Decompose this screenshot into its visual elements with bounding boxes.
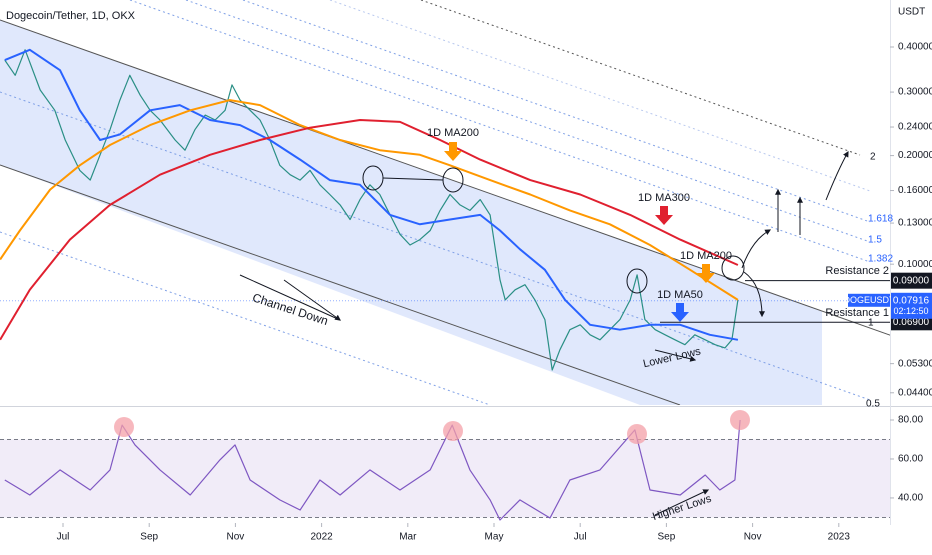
drawings xyxy=(239,150,849,516)
arrow-ma50 xyxy=(671,303,689,322)
arrow xyxy=(654,349,697,362)
rsi-circle xyxy=(730,410,750,430)
arrow-ma200 xyxy=(697,264,715,283)
y-tick-label: 0.05300 xyxy=(898,358,932,369)
channel-lower xyxy=(0,164,681,405)
x-tick-label: Mar xyxy=(399,532,417,543)
arrow xyxy=(283,279,341,321)
x-tick-label: 2022 xyxy=(310,532,333,543)
arrow xyxy=(743,271,765,318)
rsi-circle xyxy=(627,424,647,444)
annotation: 2 xyxy=(870,152,876,163)
y-tick-label: 0.30000 xyxy=(898,87,932,98)
x-tick-label: Sep xyxy=(140,532,158,543)
x-tick-label: Nov xyxy=(227,532,245,543)
level-label: 0.09000 xyxy=(893,275,930,286)
rsi-highlights xyxy=(114,410,750,444)
fib-line xyxy=(0,231,491,405)
fib-line xyxy=(329,0,871,192)
fib-05 xyxy=(0,91,871,401)
symbol-label: DOGEUSDT xyxy=(843,295,895,305)
annotation: 1D MA200 xyxy=(427,127,479,139)
fib-1382 xyxy=(129,0,871,263)
channel-upper xyxy=(0,19,890,336)
arrow xyxy=(741,229,772,269)
x-tick-label: Jul xyxy=(57,532,70,543)
y-tick-label: 0.04400 xyxy=(898,387,932,398)
circle xyxy=(626,268,648,294)
annotation: Resistance 2 xyxy=(825,265,889,277)
rsi-circle xyxy=(443,421,463,441)
rsi-band-fill xyxy=(0,439,890,518)
annotation: 1 xyxy=(868,318,874,329)
y-tick-label: 0.16000 xyxy=(898,185,932,196)
x-tick-label: 2023 xyxy=(828,532,851,543)
annotation: 1D MA300 xyxy=(638,192,690,204)
series-line xyxy=(4,48,739,341)
annotation: 1D MA200 xyxy=(680,250,732,262)
chart-title: Dogecoin/Tether, 1D, OKX xyxy=(6,10,136,22)
x-tick-label: May xyxy=(485,532,504,543)
symbol-box xyxy=(848,293,890,307)
countdown-label: 02:12:50 xyxy=(893,306,928,316)
fib-1618 xyxy=(242,0,871,223)
series-line xyxy=(0,99,739,301)
series-line xyxy=(0,119,739,341)
annotation: 1.382 xyxy=(868,254,893,265)
annotation: Resistance 1 xyxy=(825,307,889,319)
y-tick-label: 40.00 xyxy=(898,493,923,504)
x-tick-label: Sep xyxy=(658,532,676,543)
annotation: 1D MA50 xyxy=(657,289,703,301)
channel-fill xyxy=(0,20,822,405)
y-unit: USDT xyxy=(898,7,925,18)
link-line xyxy=(382,177,444,181)
last-price-label: 0.07916 xyxy=(893,295,930,306)
x-tick-label: Nov xyxy=(744,532,762,543)
arrow-ma300 xyxy=(655,206,673,225)
y-tick-label: 0.20000 xyxy=(898,150,932,161)
arrow-ma200 xyxy=(444,142,462,161)
circle xyxy=(721,255,745,281)
x-tick-label: Jul xyxy=(574,532,587,543)
arrow xyxy=(239,274,341,321)
y-tick-label: 80.00 xyxy=(898,415,923,426)
y-tick-label: 0.13000 xyxy=(898,218,932,229)
annotation: 1.5 xyxy=(868,235,882,246)
series-group xyxy=(0,48,739,371)
y-tick-label: 0.40000 xyxy=(898,42,932,53)
y-tick-label: 0.10000 xyxy=(898,259,932,270)
y-tick-label: 0.24000 xyxy=(898,122,932,133)
level-label-box xyxy=(891,272,932,289)
big-arrows xyxy=(444,142,715,322)
last-price-box xyxy=(891,292,932,319)
arrow xyxy=(825,150,849,201)
rsi-circle xyxy=(114,417,134,437)
arrow xyxy=(654,489,710,516)
y-tick-label: 60.00 xyxy=(898,454,923,465)
annotation: 0.5 xyxy=(866,399,880,410)
fib-15 xyxy=(185,0,871,243)
level-label: 0.06900 xyxy=(893,317,930,328)
channel xyxy=(0,0,890,405)
annotation: 1.618 xyxy=(868,214,893,225)
